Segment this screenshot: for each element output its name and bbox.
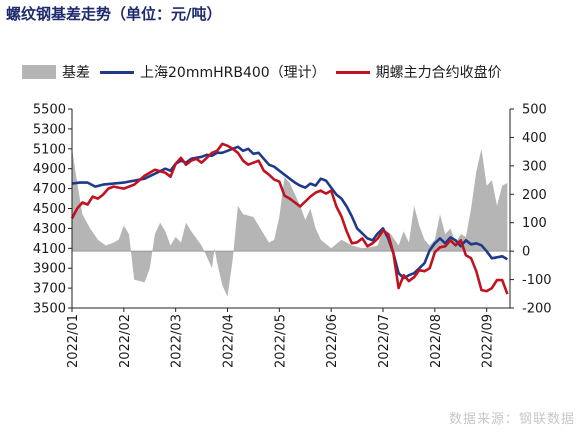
left-tick-label: 3500 xyxy=(33,302,66,317)
left-tick-label: 4500 xyxy=(33,202,66,217)
left-tick-label: 3900 xyxy=(33,262,66,277)
left-tick-label: 4100 xyxy=(33,242,66,257)
x-tick-label: 2022/08 xyxy=(429,314,444,368)
chart-title: 螺纹钢基差走势（单位：元/吨） xyxy=(6,5,222,23)
x-tick-label: 2022/04 xyxy=(222,314,237,368)
x-tick-label: 2022/02 xyxy=(118,314,133,368)
legend-swatch-spot xyxy=(100,70,134,74)
legend-label-basis: 基差 xyxy=(62,65,90,81)
right-tick-label: 0 xyxy=(522,245,530,260)
x-tick-label: 2022/07 xyxy=(377,314,392,368)
legend-item-basis: 基差 xyxy=(22,62,90,82)
left-tick-label: 5100 xyxy=(33,142,66,157)
x-tick-label: 2022/09 xyxy=(481,314,496,368)
source-note: 数据来源：钢联数据 xyxy=(448,412,575,427)
left-tick-label: 3700 xyxy=(33,282,66,297)
left-tick-label: 4900 xyxy=(33,162,66,177)
x-tick-label: 2022/01 xyxy=(66,314,81,368)
left-tick-label: 4300 xyxy=(33,222,66,237)
x-tick-label: 2022/06 xyxy=(325,314,340,368)
legend-item-futures: 期螺主力合约收盘价 xyxy=(335,62,502,82)
right-tick-label: 500 xyxy=(522,103,547,118)
legend-swatch-basis xyxy=(22,65,56,79)
x-tick-label: 2022/03 xyxy=(170,314,185,368)
series-basis-area xyxy=(72,148,508,297)
left-tick-label: 5500 xyxy=(33,103,66,118)
legend: 基差 上海20mmHRB400（理计） 期螺主力合约收盘价 xyxy=(22,62,512,82)
right-tick-label: -100 xyxy=(522,273,552,288)
left-tick-label: 4700 xyxy=(33,182,66,197)
legend-swatch-futures xyxy=(335,70,370,74)
left-tick-label: 5300 xyxy=(33,122,66,137)
right-tick-label: 300 xyxy=(522,159,547,174)
right-tick-label: 100 xyxy=(522,216,547,231)
legend-label-futures: 期螺主力合约收盘价 xyxy=(375,65,502,81)
series-futures-line xyxy=(70,142,509,295)
right-tick-label: -200 xyxy=(522,302,552,317)
x-tick-label: 2022/05 xyxy=(273,314,288,368)
right-tick-label: 200 xyxy=(522,188,547,203)
right-tick-label: 400 xyxy=(522,131,547,146)
legend-item-spot: 上海20mmHRB400（理计） xyxy=(100,62,326,82)
legend-label-spot: 上海20mmHRB400（理计） xyxy=(140,65,326,81)
